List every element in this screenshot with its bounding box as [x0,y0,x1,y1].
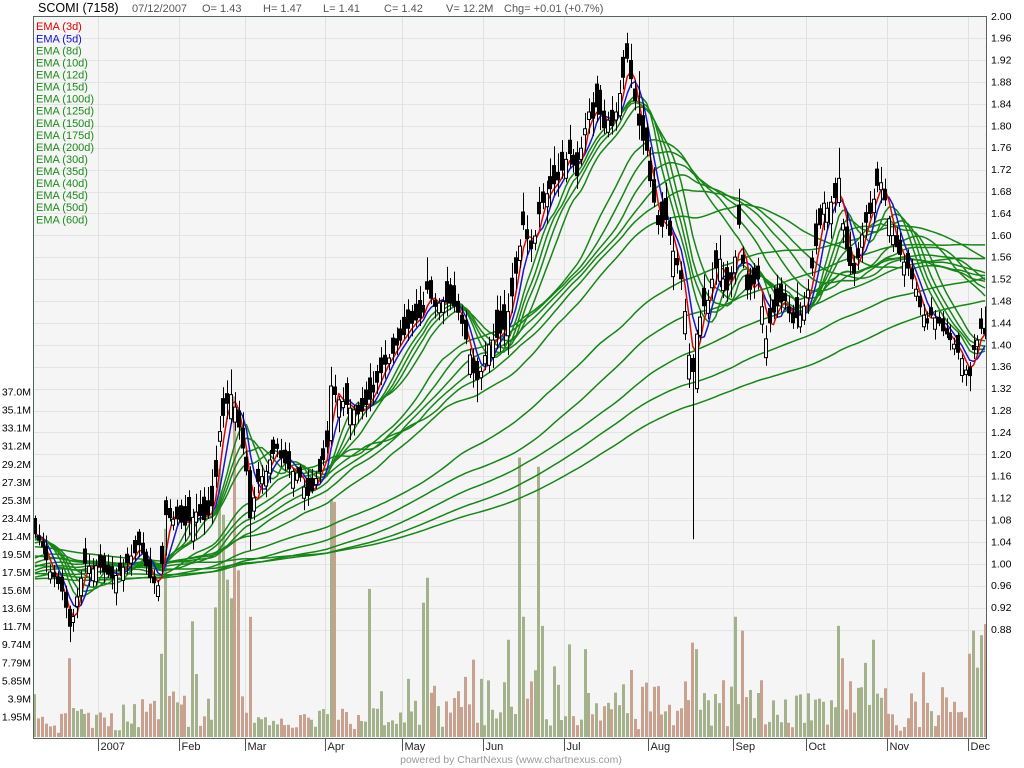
svg-text:1.80: 1.80 [991,120,1012,132]
svg-text:0.92: 0.92 [991,602,1012,614]
svg-text:EMA (8d): EMA (8d) [36,45,82,57]
svg-text:23.4M: 23.4M [2,513,31,525]
svg-text:1.04: 1.04 [991,536,1012,548]
svg-text:May: May [405,741,426,753]
svg-text:1.92: 1.92 [991,55,1012,67]
svg-text:3.9M: 3.9M [8,693,31,705]
svg-text:0.96: 0.96 [991,580,1012,592]
svg-text:EMA (150d): EMA (150d) [36,118,94,130]
svg-text:EMA (10d): EMA (10d) [36,57,88,69]
svg-text:EMA (175d): EMA (175d) [36,130,94,142]
svg-text:1.60: 1.60 [991,230,1012,242]
svg-text:H= 1.47: H= 1.47 [263,3,302,15]
svg-text:1.32: 1.32 [991,383,1012,395]
svg-text:SCOMI (7158): SCOMI (7158) [38,1,119,15]
svg-text:EMA (45d): EMA (45d) [36,190,88,202]
svg-text:Sep: Sep [736,741,756,753]
svg-text:1.48: 1.48 [991,296,1012,308]
svg-text:1.36: 1.36 [991,361,1012,373]
svg-text:EMA (50d): EMA (50d) [36,202,88,214]
svg-text:1.00: 1.00 [991,558,1012,570]
svg-text:L= 1.41: L= 1.41 [323,3,360,15]
svg-text:EMA (5d): EMA (5d) [36,33,82,45]
svg-text:1.24: 1.24 [991,427,1012,439]
svg-text:EMA (125d): EMA (125d) [36,106,94,118]
svg-text:1.96: 1.96 [991,33,1012,45]
svg-text:27.3M: 27.3M [2,477,31,489]
svg-text:1.40: 1.40 [991,339,1012,351]
svg-text:13.6M: 13.6M [2,603,31,615]
svg-text:1.56: 1.56 [991,252,1012,264]
svg-text:1.08: 1.08 [991,515,1012,527]
svg-text:Oct: Oct [809,741,826,753]
svg-text:1.95M: 1.95M [2,712,31,724]
svg-text:EMA (200d): EMA (200d) [36,142,94,154]
svg-text:EMA (3d): EMA (3d) [36,21,82,33]
svg-text:O= 1.43: O= 1.43 [202,3,241,15]
svg-text:17.5M: 17.5M [2,567,31,579]
svg-text:19.5M: 19.5M [2,549,31,561]
svg-text:1.64: 1.64 [991,208,1012,220]
svg-text:07/12/2007: 07/12/2007 [132,3,187,15]
svg-text:25.3M: 25.3M [2,495,31,507]
svg-text:1.20: 1.20 [991,449,1012,461]
svg-text:29.2M: 29.2M [2,459,31,471]
svg-text:V= 12.2M: V= 12.2M [446,3,493,15]
svg-text:37.0M: 37.0M [2,387,31,399]
svg-text:5.85M: 5.85M [2,675,31,687]
svg-text:EMA (40d): EMA (40d) [36,178,88,190]
svg-text:Apr: Apr [328,741,345,753]
svg-text:9.74M: 9.74M [2,639,31,651]
svg-text:Feb: Feb [182,741,201,753]
svg-text:Dec: Dec [971,741,991,753]
svg-text:Chg= +0.01 (+0.7%): Chg= +0.01 (+0.7%) [504,3,603,15]
svg-text:11.7M: 11.7M [3,621,31,633]
svg-text:EMA (15d): EMA (15d) [36,82,88,94]
svg-text:Aug: Aug [651,741,671,753]
svg-text:Nov: Nov [890,741,910,753]
svg-text:1.28: 1.28 [991,405,1012,417]
svg-text:EMA (35d): EMA (35d) [36,166,88,178]
svg-text:1.72: 1.72 [991,164,1012,176]
svg-text:EMA (100d): EMA (100d) [36,94,94,106]
svg-text:1.88: 1.88 [991,77,1012,89]
svg-text:31.2M: 31.2M [2,441,31,453]
svg-text:1.16: 1.16 [991,471,1012,483]
svg-text:7.79M: 7.79M [2,657,31,669]
svg-text:1.52: 1.52 [991,274,1012,286]
svg-text:0.88: 0.88 [991,624,1012,636]
svg-text:33.1M: 33.1M [2,423,31,435]
svg-text:powered by ChartNexus (www.cha: powered by ChartNexus (www.chartnexus.co… [400,754,622,766]
svg-text:1.76: 1.76 [991,142,1012,154]
svg-text:21.4M: 21.4M [2,531,31,543]
svg-text:Jun: Jun [486,741,504,753]
svg-text:1.84: 1.84 [991,98,1012,110]
svg-text:15.6M: 15.6M [2,585,31,597]
svg-text:1.44: 1.44 [991,317,1012,329]
svg-text:2007: 2007 [101,741,125,753]
svg-text:C= 1.42: C= 1.42 [384,3,423,15]
svg-text:1.68: 1.68 [991,186,1012,198]
svg-text:35.1M: 35.1M [2,405,31,417]
svg-text:2.00: 2.00 [991,11,1012,23]
svg-text:EMA (30d): EMA (30d) [36,154,88,166]
svg-text:EMA (60d): EMA (60d) [36,214,88,226]
svg-text:Mar: Mar [248,741,267,753]
svg-text:Jul: Jul [567,741,581,753]
svg-text:EMA (12d): EMA (12d) [36,70,88,82]
svg-text:1.12: 1.12 [991,493,1012,505]
